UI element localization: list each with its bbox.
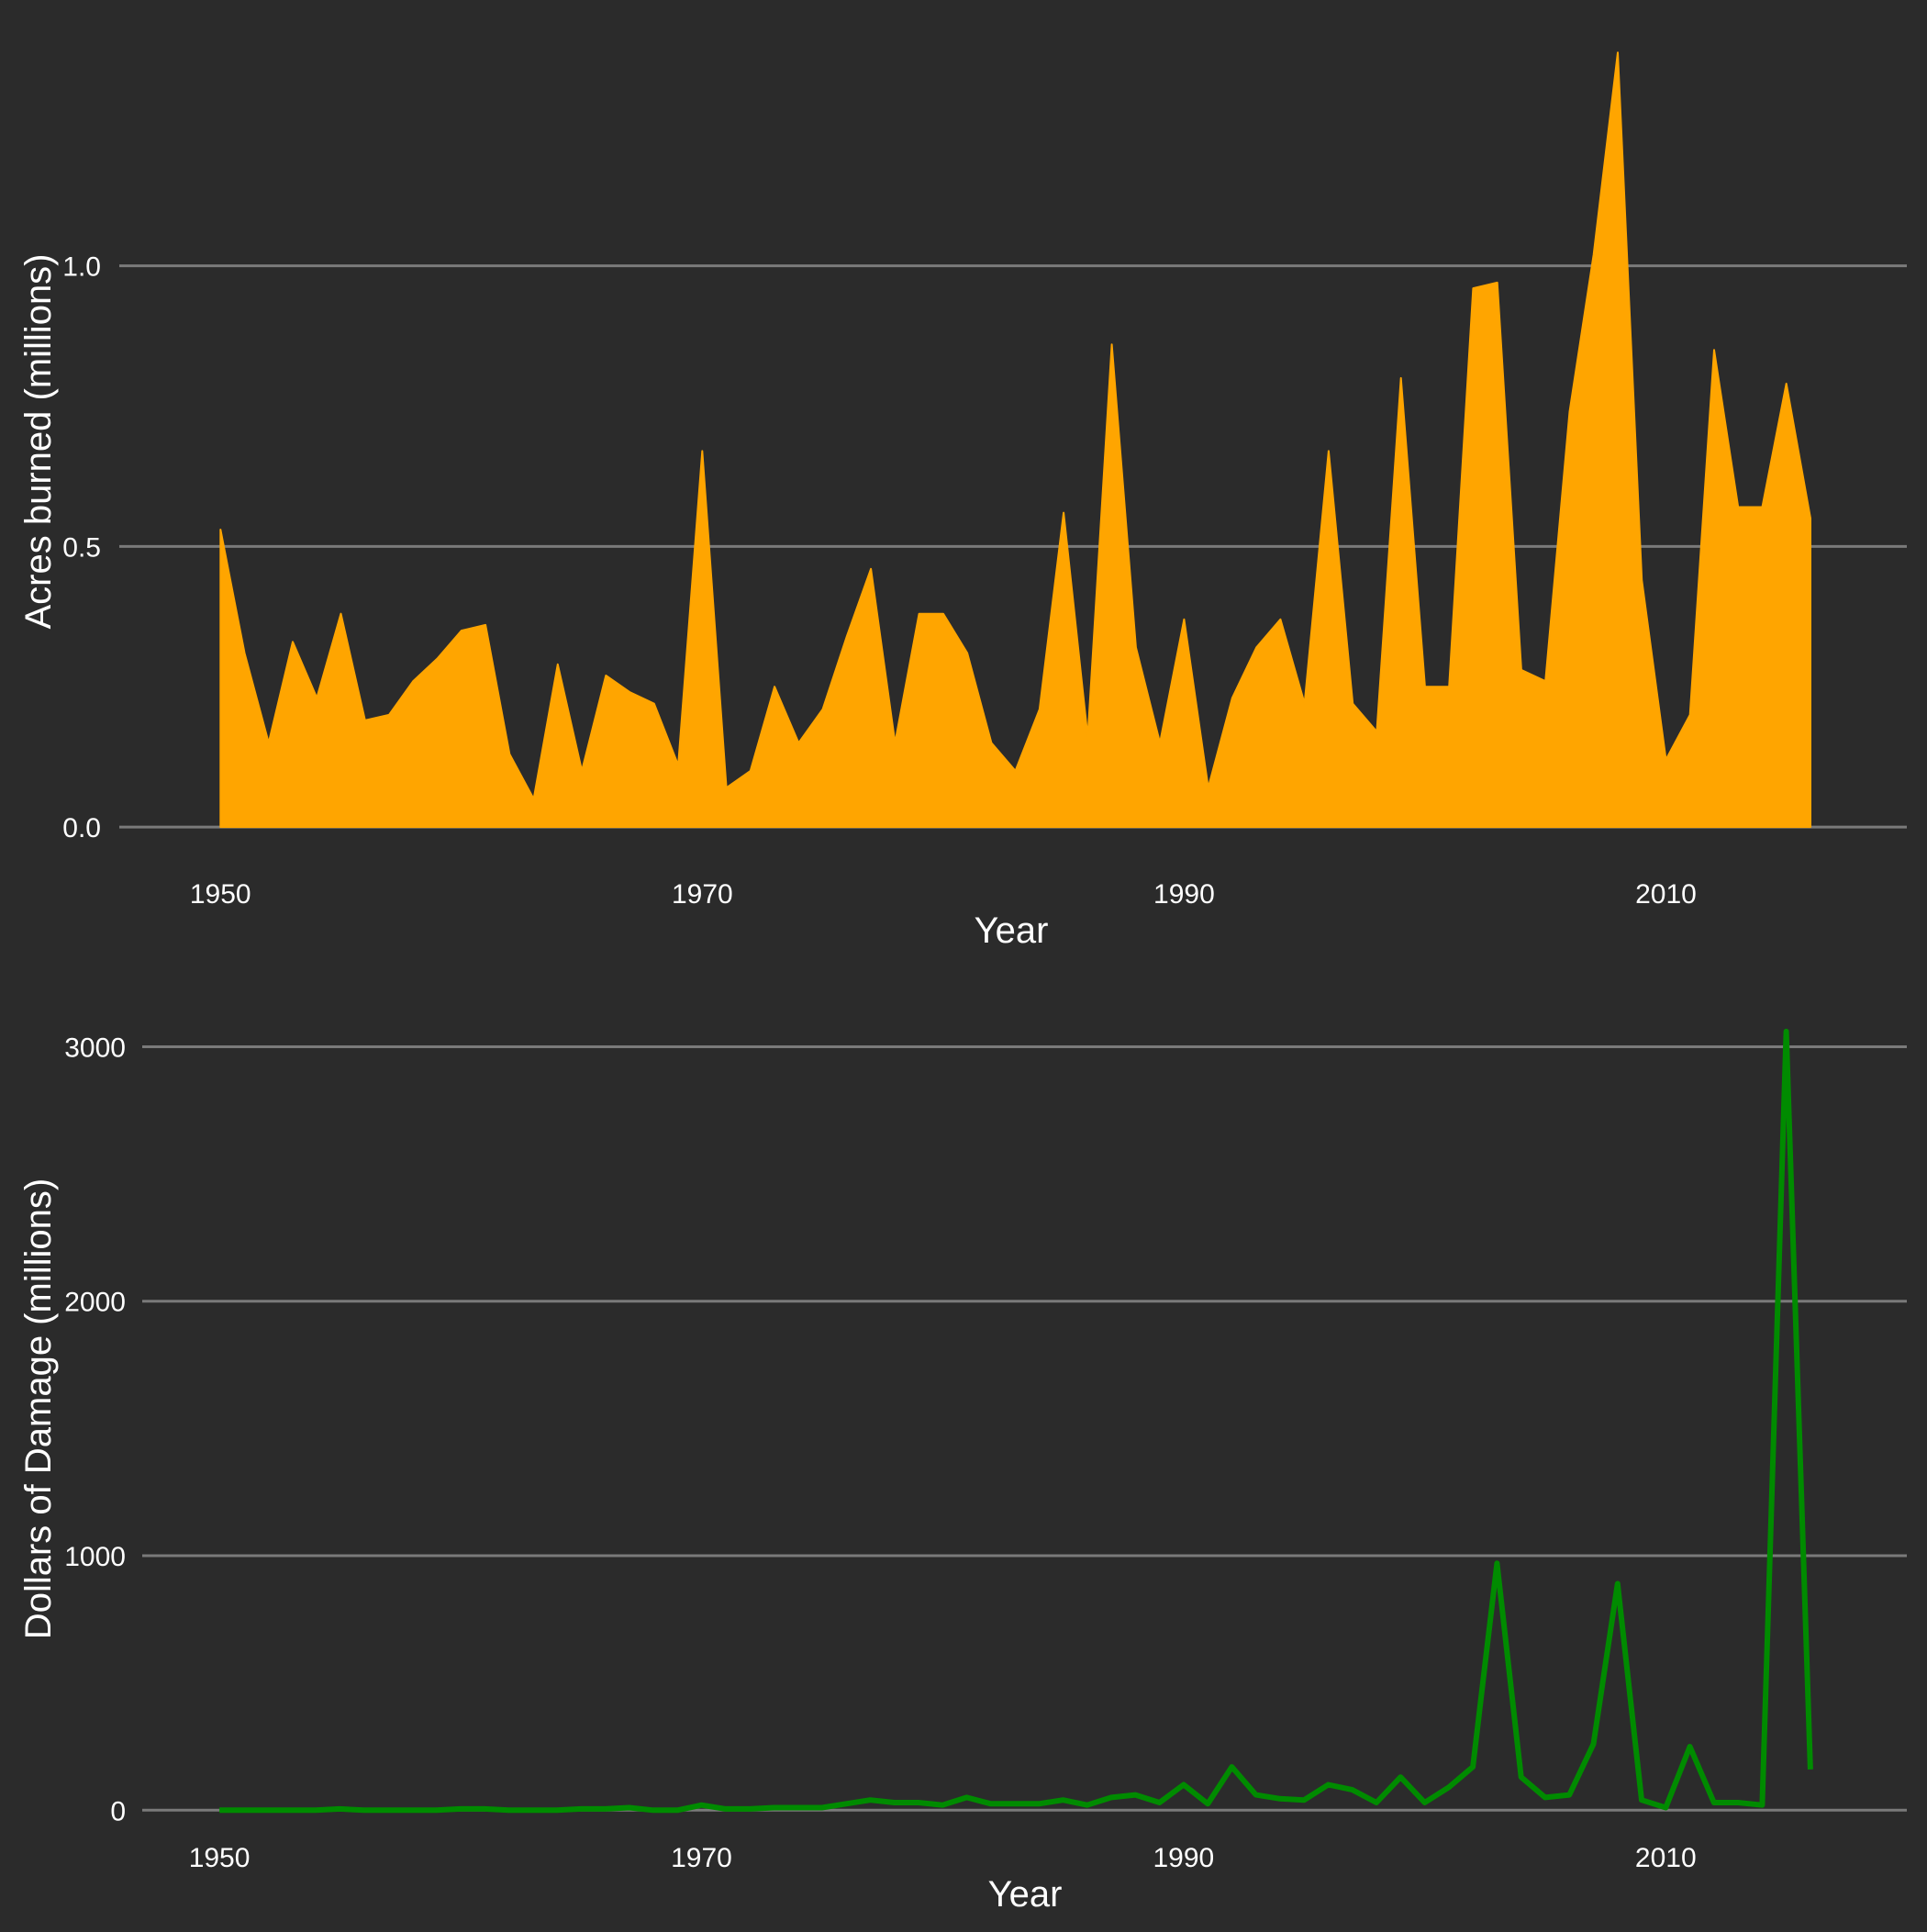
acres-x-tick-label: 2010 bbox=[1635, 879, 1697, 910]
acres-y-tick-label: 1.0 bbox=[62, 252, 101, 283]
damage-x-tick-label: 1990 bbox=[1153, 1843, 1215, 1873]
acres-x-ticks: 1950 1970 1990 2010 bbox=[190, 879, 1697, 910]
damage-x-tick-label: 1950 bbox=[189, 1843, 251, 1873]
damage-y-axis-title: Dollars of Damage (millions) bbox=[18, 1178, 59, 1639]
acres-y-tick-label: 0.5 bbox=[62, 532, 101, 563]
acres-x-axis-title: Year bbox=[975, 910, 1049, 951]
damage-x-ticks: 1950 1970 1990 2010 bbox=[189, 1843, 1697, 1873]
acres-burned-area bbox=[219, 51, 1811, 829]
acres-y-ticks: 0.0 0.5 1.0 bbox=[62, 252, 101, 843]
damage-y-tick-label: 0 bbox=[110, 1796, 126, 1826]
damage-x-tick-label: 2010 bbox=[1635, 1843, 1697, 1873]
acres-x-tick-label: 1970 bbox=[672, 879, 733, 910]
damage-y-tick-label: 1000 bbox=[64, 1542, 126, 1572]
damage-x-axis-title: Year bbox=[988, 1874, 1063, 1915]
damage-dollars-chart: 0 1000 2000 3000 1950 1970 1990 2010 Year Doll… bbox=[18, 1028, 1907, 1915]
damage-line-layer bbox=[219, 1028, 1813, 1814]
damage-y-ticks: 0 1000 2000 3000 bbox=[64, 1033, 126, 1826]
acres-area-layer bbox=[219, 51, 1811, 829]
acres-y-tick-label: 0.0 bbox=[62, 813, 101, 843]
damage-x-tick-label: 1970 bbox=[671, 1843, 732, 1873]
damage-y-tick-label: 3000 bbox=[64, 1033, 126, 1063]
acres-burned-chart: 0.0 0.5 1.0 1950 1970 1990 2010 Year Acres bu… bbox=[18, 51, 1907, 951]
damage-y-tick-label: 2000 bbox=[64, 1288, 126, 1318]
acres-y-axis-title: Acres burned (millions) bbox=[18, 253, 59, 629]
acres-x-tick-label: 1990 bbox=[1153, 879, 1215, 910]
damage-series-line bbox=[219, 1028, 1813, 1814]
acres-x-tick-label: 1950 bbox=[190, 879, 251, 910]
